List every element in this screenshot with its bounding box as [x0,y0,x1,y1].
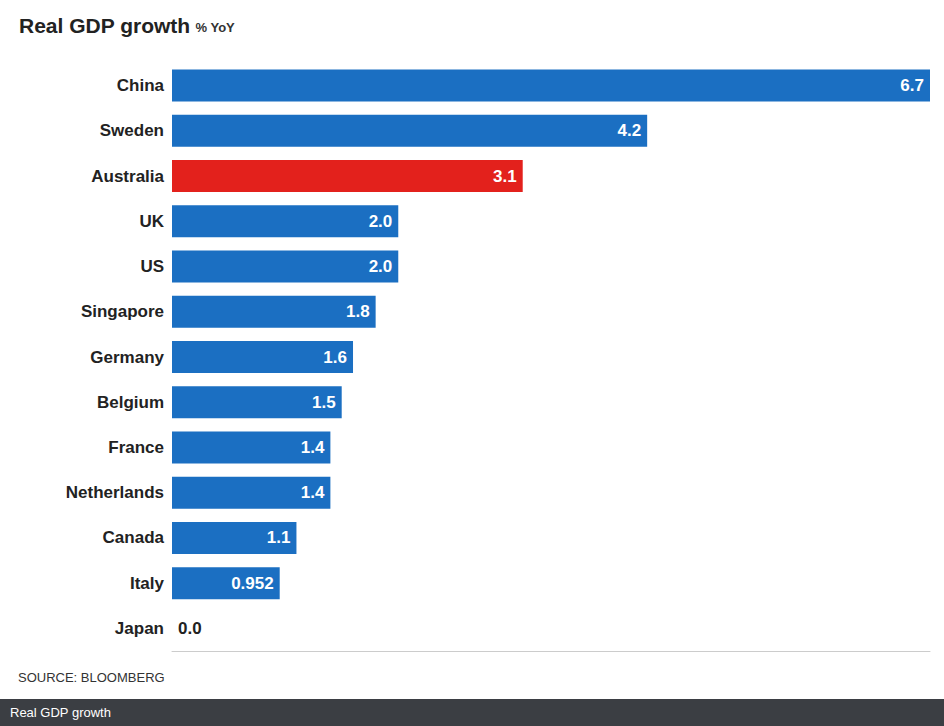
svg-text:1.8: 1.8 [346,302,370,321]
svg-text:1.5: 1.5 [312,393,336,412]
svg-text:Sweden: Sweden [100,121,164,140]
svg-text:1.4: 1.4 [301,438,325,457]
svg-text:% YoY: % YoY [196,20,236,35]
svg-text:US: US [140,257,164,276]
svg-text:Japan: Japan [115,619,164,638]
svg-text:China: China [117,76,165,95]
svg-text:Canada: Canada [103,528,165,547]
svg-text:Real GDP growth: Real GDP growth [10,705,111,720]
svg-text:Netherlands: Netherlands [66,483,164,502]
svg-text:4.2: 4.2 [618,121,642,140]
svg-text:SOURCE: BLOOMBERG: SOURCE: BLOOMBERG [18,670,165,685]
svg-text:1.4: 1.4 [301,483,325,502]
svg-text:Real GDP growth: Real GDP growth [19,14,190,37]
svg-text:2.0: 2.0 [369,257,393,276]
svg-text:Germany: Germany [90,348,164,367]
svg-text:6.7: 6.7 [900,76,924,95]
svg-text:0.0: 0.0 [178,619,202,638]
svg-text:2.0: 2.0 [369,212,393,231]
svg-text:Italy: Italy [130,574,165,593]
svg-text:1.6: 1.6 [323,348,347,367]
svg-text:0.952: 0.952 [231,574,274,593]
svg-text:France: France [108,438,164,457]
svg-text:Belgium: Belgium [97,393,164,412]
svg-text:UK: UK [139,212,164,231]
svg-text:3.1: 3.1 [493,167,517,186]
svg-text:1.1: 1.1 [267,528,291,547]
svg-text:Australia: Australia [91,167,164,186]
svg-text:Singapore: Singapore [81,302,164,321]
